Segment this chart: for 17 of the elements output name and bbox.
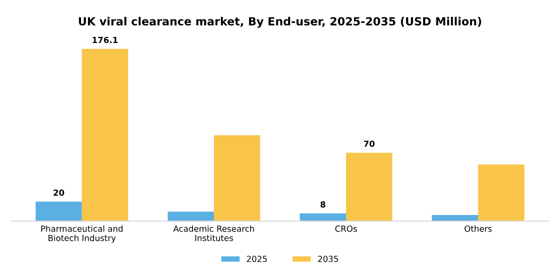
x-tick-label: Academic Research Institutes — [173, 225, 254, 242]
data-label: 176.1 — [92, 36, 118, 44]
bar — [478, 164, 524, 222]
data-label: 8 — [320, 201, 326, 208]
chart-title: UK viral clearance market, By End-user, 2025-2035 (USD Million) — [78, 16, 482, 28]
data-label: 70 — [364, 140, 375, 147]
x-tick-label: Pharmaceutical and Biotech Industry — [41, 225, 123, 243]
x-tick-label: Others — [464, 225, 492, 232]
bar — [36, 202, 82, 222]
legend-label: 2025 — [246, 256, 267, 262]
bar — [346, 152, 392, 222]
bar — [82, 48, 128, 222]
bar — [168, 212, 214, 222]
legend-label: 2035 — [318, 256, 338, 262]
bar — [214, 135, 260, 222]
x-tick-label: CROs — [335, 226, 357, 232]
data-label: 20 — [54, 190, 64, 196]
